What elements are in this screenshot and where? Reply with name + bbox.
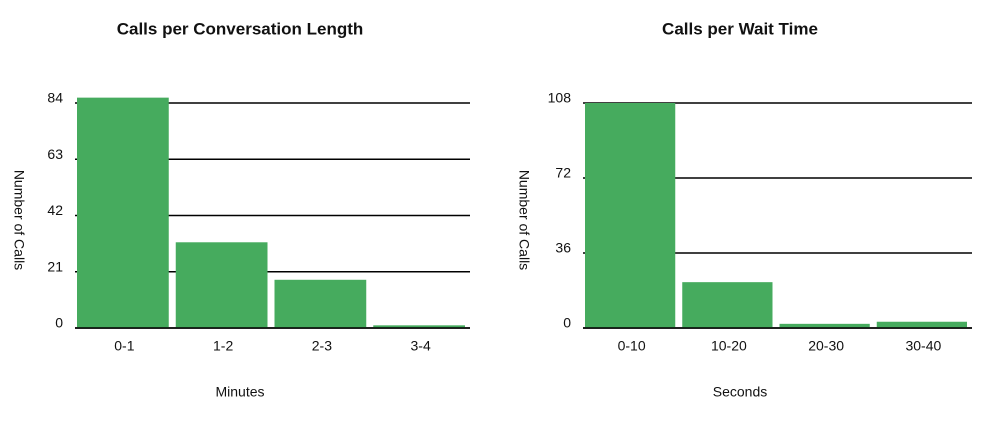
- bar: [779, 323, 870, 328]
- bar: [274, 279, 367, 328]
- x-tick-label: 1-2: [213, 338, 233, 354]
- y-tick-label: 72: [555, 165, 571, 181]
- x-tick-label: 30-40: [905, 338, 941, 354]
- y-tick-label: 84: [47, 90, 63, 106]
- chart-title: Calls per Conversation Length: [117, 19, 364, 38]
- x-tick-label: 0-10: [618, 338, 646, 354]
- y-axis-label: Number of Calls: [11, 170, 27, 270]
- x-tick-label: 2-3: [312, 338, 332, 354]
- y-tick-label: 0: [563, 315, 571, 331]
- bar: [585, 103, 676, 328]
- x-tick-label: 3-4: [411, 338, 431, 354]
- y-tick-label: 42: [47, 202, 63, 218]
- bar: [876, 321, 967, 328]
- bar: [682, 282, 773, 328]
- x-tick-label: 10-20: [711, 338, 747, 354]
- chart-title: Calls per Wait Time: [662, 19, 818, 38]
- y-tick-label: 21: [47, 258, 63, 274]
- x-axis-label: Seconds: [713, 384, 767, 400]
- x-tick-label: 0-1: [114, 338, 134, 354]
- bar: [77, 97, 169, 329]
- y-tick-label: 36: [555, 240, 571, 256]
- bar: [373, 325, 465, 328]
- x-axis-label: Minutes: [215, 384, 264, 400]
- y-tick-label: 108: [548, 90, 572, 106]
- y-axis-label: Number of Calls: [516, 170, 532, 270]
- x-tick-label: 20-30: [808, 338, 844, 354]
- y-tick-label: 63: [47, 146, 63, 162]
- y-tick-label: 0: [55, 315, 63, 331]
- bar: [175, 242, 268, 328]
